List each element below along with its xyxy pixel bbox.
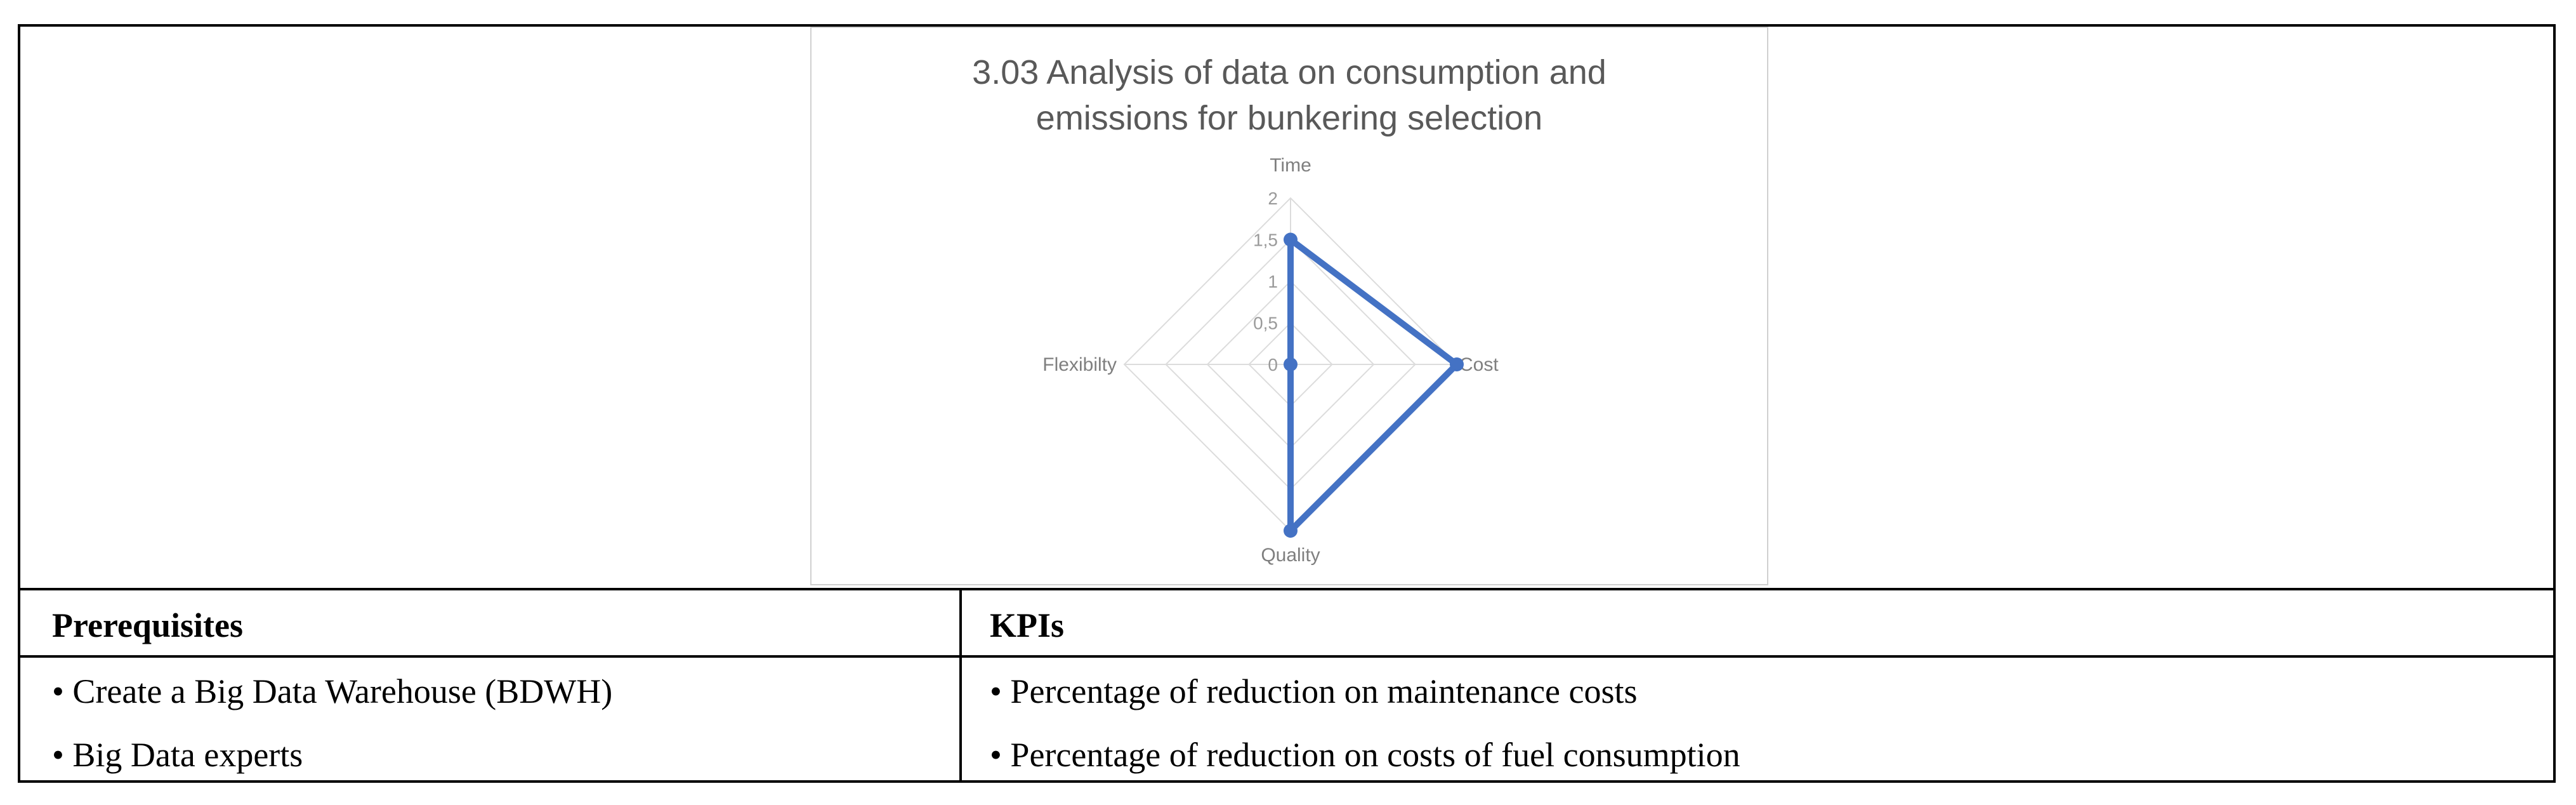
tick-label: 1 [1268, 272, 1278, 291]
radar-chart-frame: 3.03 Analysis of data on consumption and… [810, 27, 1768, 585]
tick-label: 1,5 [1253, 230, 1278, 250]
axis-label: Time [1270, 155, 1311, 176]
kpis-header: KPIs [990, 606, 1065, 644]
axis-label: Cost [1459, 354, 1499, 375]
chart-title-line-1: 3.03 Analysis of data on consumption and [972, 53, 1607, 91]
document-table: 3.03 Analysis of data on consumption and… [18, 24, 2556, 783]
kpi-item: • Percentage of reduction on maintenance… [990, 672, 1638, 710]
axis-label: Flexibilty [1042, 354, 1117, 375]
series-line [1287, 236, 1460, 534]
header-row-divider [20, 655, 2553, 658]
prerequisite-item: • Big Data experts [52, 736, 303, 774]
tick-label: 2 [1268, 189, 1278, 208]
data-point [1284, 232, 1298, 247]
tick-label: 0 [1268, 355, 1278, 375]
prerequisite-item: • Create a Big Data Warehouse (BDWH) [52, 672, 613, 710]
prerequisites-header: Prerequisites [52, 606, 243, 644]
data-point [1284, 357, 1298, 371]
chart-title-line-2: emissions for bunkering selection [1036, 99, 1542, 137]
radar-chart: 3.03 Analysis of data on consumption and… [972, 53, 1607, 566]
tick-label: 0,5 [1253, 314, 1278, 333]
data-point [1450, 357, 1464, 371]
axis-label: Quality [1261, 545, 1320, 566]
data-point [1284, 524, 1298, 538]
column-divider [959, 588, 962, 783]
chart-row: 3.03 Analysis of data on consumption and… [20, 27, 2553, 590]
kpi-item: • Percentage of reduction on costs of fu… [990, 736, 1740, 774]
